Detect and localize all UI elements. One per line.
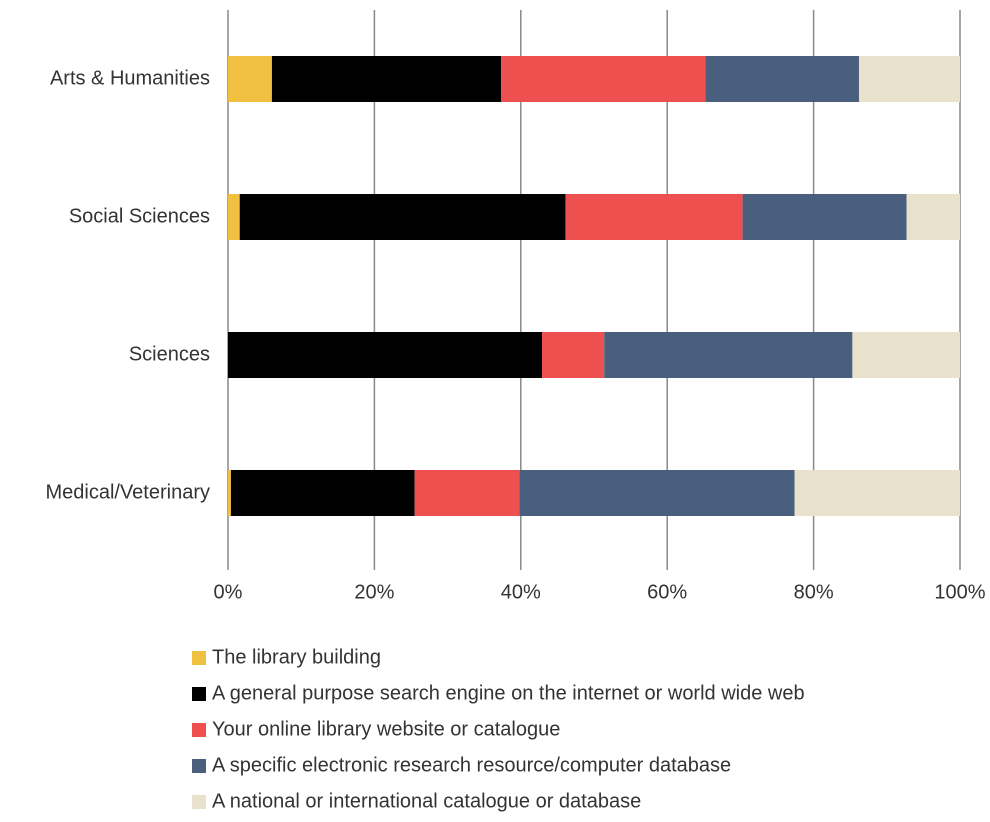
legend-label: A general purpose search engine on the i… (212, 682, 805, 704)
bar-segment (228, 470, 231, 516)
legend-label: The library building (212, 646, 381, 668)
legend-label: A national or international catalogue or… (212, 790, 641, 812)
y-tick-label: Arts & Humanities (50, 67, 210, 89)
legend-swatch (192, 723, 206, 737)
bar-segment (906, 194, 960, 240)
legend-swatch (192, 759, 206, 773)
x-tick-label: 100% (934, 581, 985, 603)
legend-swatch (192, 687, 206, 701)
bar-segment (604, 332, 853, 378)
bar-segment (228, 194, 240, 240)
bar-segment (519, 470, 795, 516)
legend-swatch (192, 795, 206, 809)
bar-segment (852, 332, 960, 378)
y-tick-label: Sciences (129, 343, 210, 365)
y-tick-label: Social Sciences (69, 205, 210, 227)
legend-label: Your online library website or catalogue (212, 718, 560, 740)
bar-segment (501, 56, 706, 102)
bar-segment (239, 194, 566, 240)
bar-segment (742, 194, 907, 240)
bar-segment (228, 56, 272, 102)
bar-segment (230, 470, 415, 516)
y-tick-label: Medical/Veterinary (45, 481, 210, 503)
bar-segment (858, 56, 960, 102)
bar-segment (228, 332, 543, 378)
x-tick-label: 0% (214, 581, 243, 603)
bar-segment (271, 56, 502, 102)
x-tick-label: 20% (354, 581, 394, 603)
bar-segment (705, 56, 859, 102)
x-tick-label: 40% (501, 581, 541, 603)
bar-segment (414, 470, 520, 516)
bar-segment (542, 332, 605, 378)
bar-segment (794, 470, 960, 516)
legend-label: A specific electronic research resource/… (212, 754, 731, 776)
bar-segment (565, 194, 743, 240)
legend-swatch (192, 651, 206, 665)
x-tick-label: 60% (647, 581, 687, 603)
x-tick-label: 80% (794, 581, 834, 603)
